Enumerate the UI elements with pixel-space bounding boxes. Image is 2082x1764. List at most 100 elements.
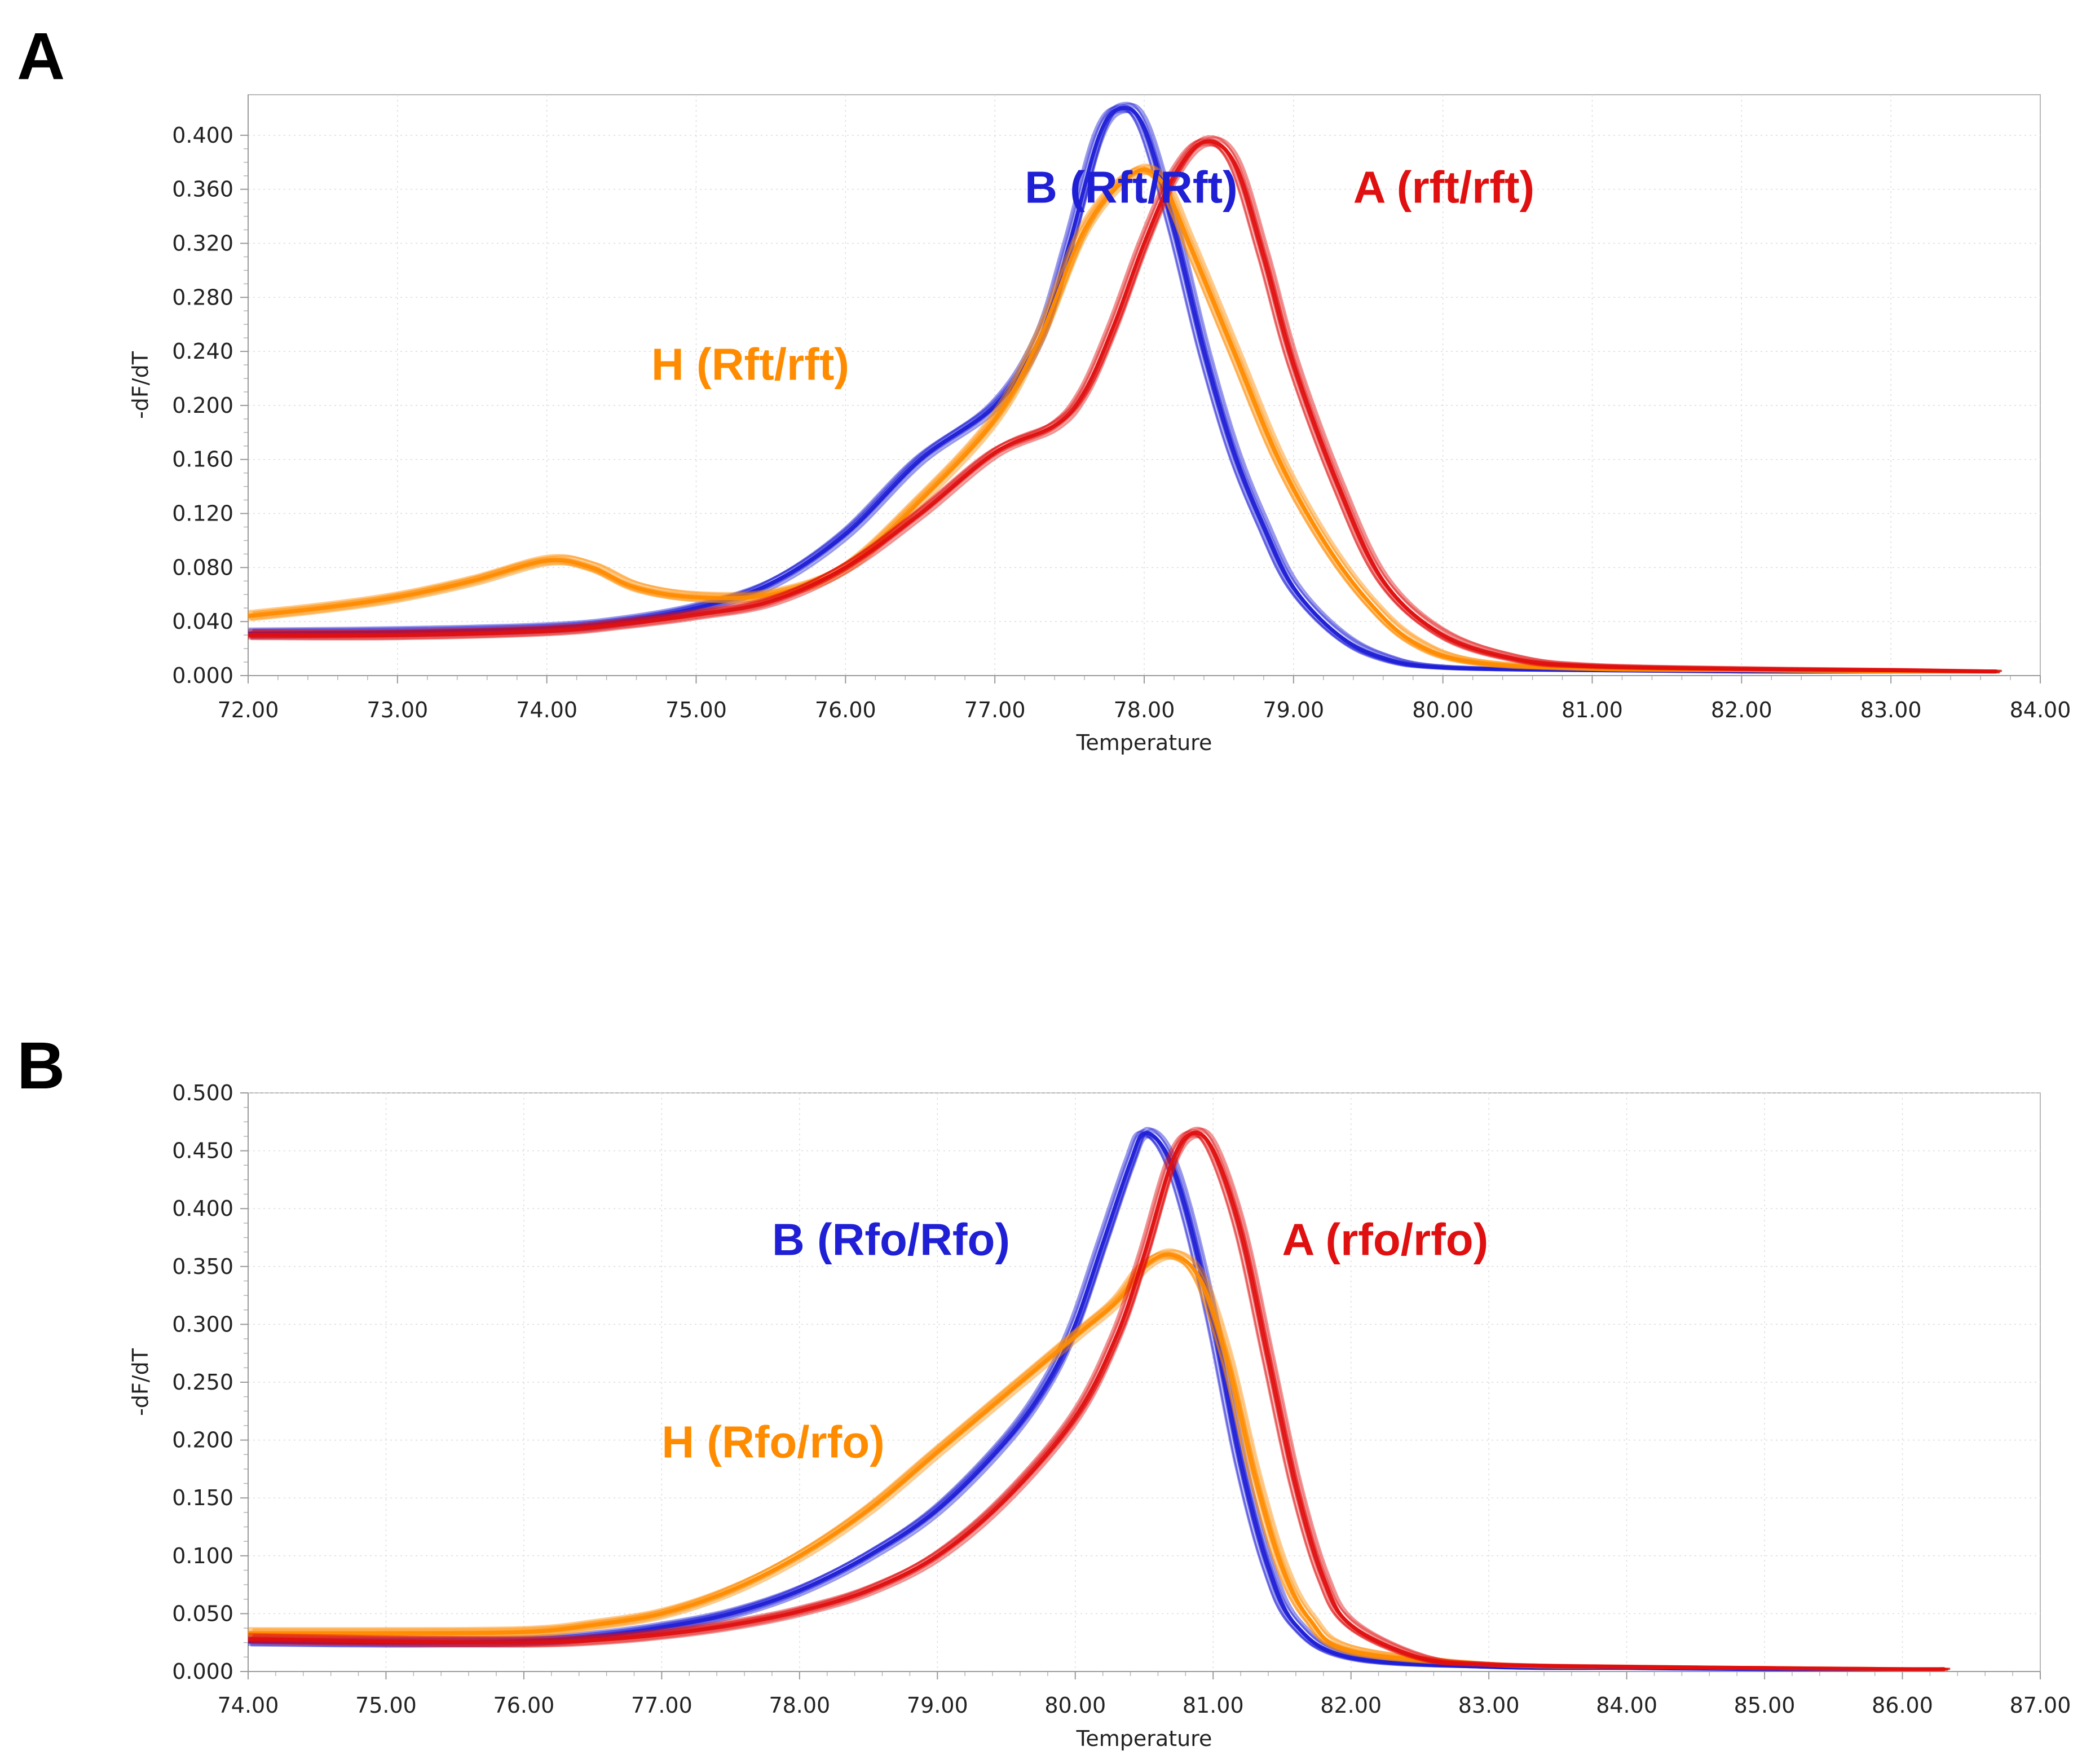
series-line-a-rep6 (248, 143, 1996, 673)
series-line-a-rep4 (248, 1132, 1940, 1671)
series-line-b-rep5 (251, 105, 2001, 673)
y-tick-label: 0.100 (172, 1544, 233, 1568)
x-tick-label: 80.00 (1412, 698, 1474, 722)
series-line-b-rep8 (248, 1131, 1939, 1670)
x-tick-label: 73.00 (367, 698, 428, 722)
series-line-a-rep3 (249, 1133, 1948, 1671)
y-axis-title: -dF/dT (128, 351, 153, 419)
series-line-a-rep2 (248, 137, 1994, 672)
y-tick-label: 0.120 (172, 501, 233, 526)
annotation-b-genotype: B (Rft/Rft) (1025, 162, 1238, 213)
series-line-a-rep8 (248, 1130, 1939, 1670)
annotation-h-genotype: H (Rfo/rfo) (661, 1417, 884, 1467)
annotation-a-genotype: A (rfo/rfo) (1282, 1214, 1488, 1264)
series-line-h-rep2 (248, 165, 1994, 673)
annotation-b-genotype: B (Rfo/Rfo) (772, 1214, 1010, 1264)
y-tick-label: 0.050 (172, 1601, 233, 1626)
y-axis-title: -dF/dT (128, 1348, 153, 1416)
y-tick-label: 0.280 (172, 285, 233, 310)
panel-letter-b: B (17, 1029, 65, 1103)
x-tick-label: 87.00 (2010, 1693, 2071, 1718)
series-line-b-rep3 (249, 108, 1999, 673)
series-line-h-rep1 (248, 167, 1998, 674)
series-line-b-rep1 (248, 105, 1998, 674)
x-tick-label: 74.00 (218, 1693, 279, 1718)
y-tick-label: 0.400 (172, 1196, 233, 1221)
x-tick-label: 77.00 (964, 698, 1026, 722)
x-tick-label: 78.00 (1114, 698, 1175, 722)
series-line-b-rep6 (248, 1135, 1944, 1671)
series-line-b-rep3 (249, 1134, 1948, 1671)
y-tick-label: 0.320 (172, 231, 233, 255)
x-tick-label: 76.00 (815, 698, 876, 722)
series-line-b-rep9 (248, 102, 1998, 672)
series-line-a-rep2 (248, 1128, 1943, 1670)
series-line-b-rep4 (248, 1133, 1940, 1671)
series-line-b-rep6 (248, 110, 1996, 674)
x-tick-label: 81.00 (1183, 1693, 1244, 1718)
series-line-a-rep10 (250, 1135, 1948, 1671)
series-line-h-rep4 (248, 169, 1992, 673)
series-line-a-rep9 (248, 1126, 1947, 1670)
series-line-b-rep7 (252, 103, 2002, 672)
x-tick-label: 79.00 (907, 1693, 968, 1718)
x-axis-title: Temperature (1076, 730, 1212, 755)
series-line-a-rep6 (248, 1135, 1944, 1671)
x-tick-label: 84.00 (2010, 698, 2071, 722)
annotation-h-genotype: H (Rft/rft) (651, 339, 849, 389)
series-line-a-rep4 (248, 141, 1992, 673)
x-tick-label: 79.00 (1263, 698, 1324, 722)
y-tick-label: 0.160 (172, 447, 233, 472)
x-tick-label: 85.00 (1734, 1693, 1796, 1718)
x-tick-label: 74.00 (516, 698, 577, 722)
annotation-a-genotype: A (rft/rft) (1353, 162, 1534, 213)
series-line-a-rep8 (248, 139, 1991, 673)
series-line-h-rep6 (248, 171, 1996, 674)
y-tick-label: 0.080 (172, 555, 233, 580)
series-line-a-rep1 (248, 1131, 1946, 1672)
x-tick-label: 81.00 (1562, 698, 1623, 722)
series-line-a-rep9 (248, 135, 1998, 672)
series-line-a-rep7 (252, 1127, 1951, 1670)
y-tick-label: 0.150 (172, 1485, 233, 1510)
y-tick-label: 0.040 (172, 609, 233, 634)
x-tick-label: 75.00 (665, 698, 727, 722)
y-tick-label: 0.500 (172, 1081, 233, 1105)
series-line-h-rep10 (250, 172, 2000, 674)
x-tick-label: 72.00 (218, 698, 279, 722)
y-tick-label: 0.360 (172, 177, 233, 202)
series-line-h-rep8 (248, 167, 1991, 673)
series-line-b-rep2 (248, 104, 1994, 673)
series-line-h-rep5 (251, 166, 2001, 673)
y-tick-label: 0.250 (172, 1370, 233, 1395)
series-line-h-rep9 (248, 163, 1998, 672)
x-axis-title: Temperature (1076, 1726, 1212, 1751)
y-tick-label: 0.000 (172, 1659, 233, 1684)
panel-letter-a: A (17, 19, 65, 94)
y-tick-label: 0.450 (172, 1139, 233, 1163)
series-line-h-rep7 (252, 164, 2002, 672)
x-tick-label: 75.00 (355, 1693, 417, 1718)
y-tick-label: 0.000 (172, 663, 233, 688)
series-line-b-rep4 (248, 108, 1992, 673)
series-line-b-rep1 (248, 1131, 1946, 1672)
y-tick-label: 0.200 (172, 393, 233, 418)
y-tick-label: 0.240 (172, 339, 233, 364)
chart-panel-a: 72.00 73.00 74.00 75.00 76.00 77.00 78.00 79.00… (128, 94, 2071, 755)
chart-panel-b: 74.00 75.00 76.00 77.00 78.00 79.00 80.00 81.00… (128, 1081, 2071, 1751)
x-tick-label: 82.00 (1320, 1693, 1382, 1718)
x-tick-label: 86.00 (1872, 1693, 1933, 1718)
y-tick-label: 0.200 (172, 1428, 233, 1453)
series-line-h-rep3 (249, 170, 1999, 673)
x-tick-label: 83.00 (1458, 1693, 1520, 1718)
series-line-a-rep3 (249, 142, 1999, 673)
series-line-a-rep1 (248, 139, 1998, 674)
series-line-a-rep5 (251, 138, 2001, 673)
curves-a (248, 102, 2002, 674)
x-tick-label: 80.00 (1044, 1693, 1106, 1718)
x-tick-label: 82.00 (1711, 698, 1772, 722)
series-line-a-rep5 (251, 1130, 1949, 1670)
series-line-b-rep10 (250, 1136, 1948, 1671)
y-tick-label: 0.400 (172, 123, 233, 148)
